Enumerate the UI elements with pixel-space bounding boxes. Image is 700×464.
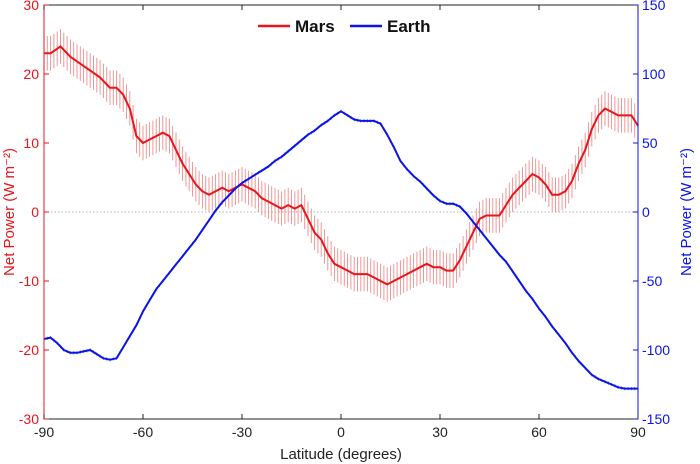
x-tick-label: -90: [34, 424, 54, 440]
axes-group: -90 -60 -30 0 30 60 90-30-20-100102030-150-100…: [19, 0, 670, 440]
y-left-tick-label: 0: [31, 204, 39, 220]
y-left-tick-label: -30: [19, 411, 39, 427]
x-tick-label: 90: [630, 424, 646, 440]
x-tick-label: -60: [133, 424, 153, 440]
y-right-tick-label: 150: [642, 0, 666, 13]
y-right-tick-label: -150: [642, 411, 670, 427]
y-left-tick-label: -20: [19, 342, 39, 358]
y-left-tick-label: -10: [19, 273, 39, 289]
y-left-tick-label: 20: [23, 66, 39, 82]
y-left-tick-label: 10: [23, 135, 39, 151]
legend-earth-label: Earth: [387, 17, 430, 36]
x-tick-label: 30: [432, 424, 448, 440]
y-right-tick-label: -50: [642, 273, 662, 289]
series-lines-group: [43, 45, 639, 390]
y-axis-title-right: Net Power (W m⁻²): [678, 148, 695, 276]
y-right-tick-label: 50: [642, 135, 658, 151]
x-tick-label: -30: [232, 424, 252, 440]
y-left-tick-label: 30: [23, 0, 39, 13]
x-axis-title: Latitude (degrees): [280, 446, 402, 463]
x-tick-label: 0: [337, 424, 345, 440]
y-axis-title-left: Net Power (W m⁻²): [1, 148, 18, 276]
mars-series-line: [44, 45, 639, 286]
legend: Mars Earth: [258, 17, 430, 36]
x-tick-label: 60: [531, 424, 547, 440]
y-right-tick-label: 0: [642, 204, 650, 220]
y-right-tick-label: 100: [642, 66, 666, 82]
earth-series-line: [43, 110, 638, 390]
legend-mars-label: Mars: [295, 17, 335, 36]
y-right-tick-label: -100: [642, 342, 670, 358]
